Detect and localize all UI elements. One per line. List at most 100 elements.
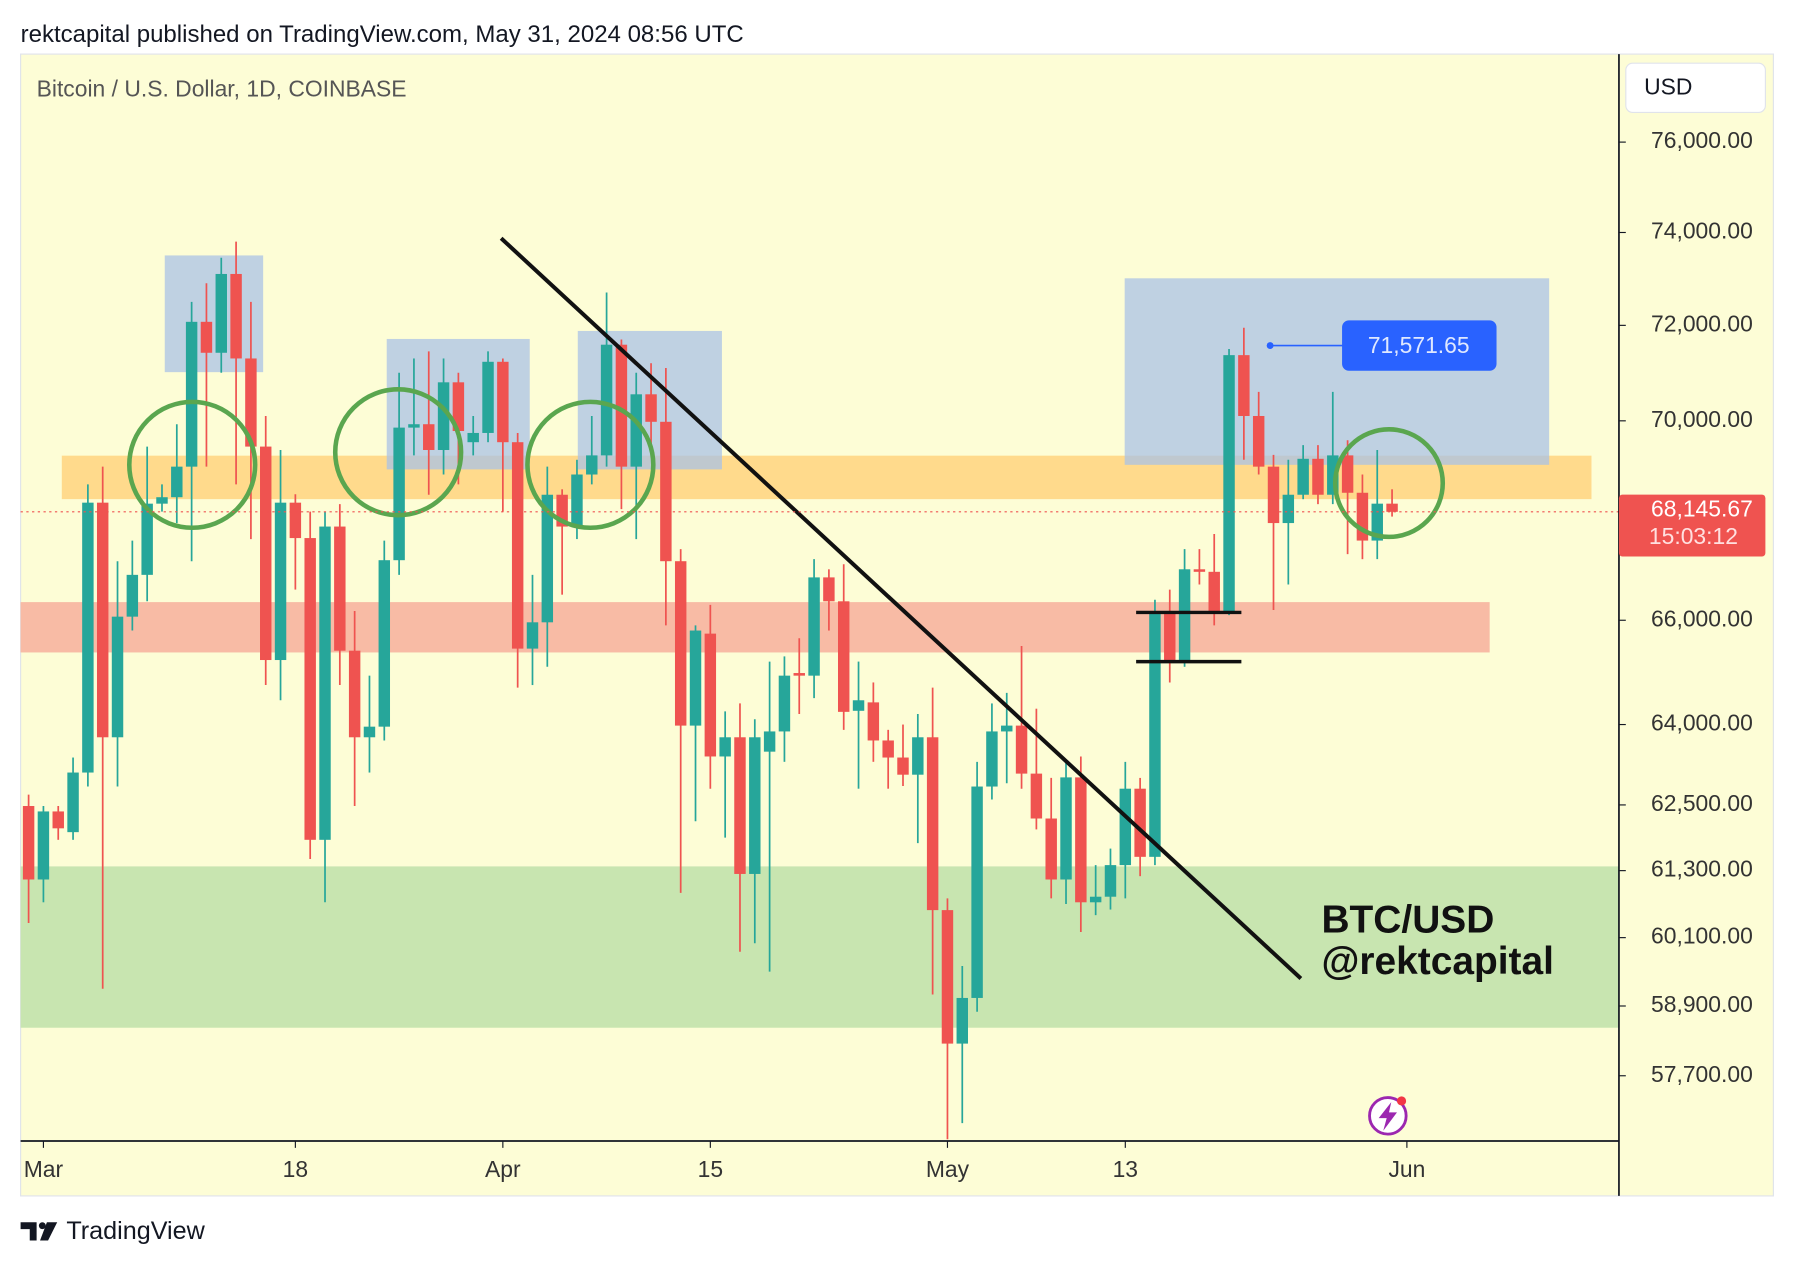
candle-body [126, 574, 139, 617]
candle-body [1267, 466, 1280, 524]
y-tick-label: 74,000.00 [1651, 218, 1753, 244]
candle-body [1178, 569, 1191, 661]
candle-body [823, 577, 835, 602]
candle-body [511, 442, 524, 649]
x-tick-label: Mar [24, 1156, 64, 1182]
candle-body [1386, 503, 1398, 512]
candle-body [645, 394, 657, 422]
candle-body [660, 421, 672, 562]
y-tick-label: 58,900.00 [1651, 991, 1753, 1017]
candle-body [867, 702, 880, 741]
candle-body [749, 737, 761, 874]
footer: TradingView [66, 1217, 205, 1245]
candle-body [274, 502, 287, 661]
annotation: BTC/USD [1321, 899, 1494, 942]
candle-body [37, 811, 50, 880]
y-tick-label: 72,000.00 [1651, 310, 1753, 336]
last-price-label: 68,145.67 [1651, 496, 1753, 522]
candle-body [393, 427, 405, 561]
y-tick-label: 66,000.00 [1651, 605, 1753, 631]
y-tick-label: 70,000.00 [1651, 406, 1753, 432]
candle-body [52, 811, 64, 829]
candle-body [571, 474, 583, 527]
candle-body [704, 633, 717, 757]
candle-body [1223, 355, 1235, 612]
candle-body [556, 494, 568, 527]
candle-body [912, 737, 924, 775]
candle-body [1104, 865, 1117, 897]
candle-body [941, 910, 954, 1044]
candle-body [408, 424, 420, 428]
trend-line [499, 236, 1303, 980]
currency-button[interactable] [1625, 62, 1766, 113]
header: rektcapital published on TradingView.com… [21, 21, 744, 48]
candle-body [1075, 777, 1087, 903]
annotation: @rektcapital [1321, 940, 1553, 983]
retest-circle [332, 387, 464, 518]
candle-body [111, 616, 124, 738]
retest-circle [525, 399, 656, 531]
candle-body [1030, 773, 1043, 819]
axes: 76,000.00 74,000.00 72,000.00 70,000.00 66,0… [24, 127, 1766, 1182]
x-tick-label: Jun [1388, 1156, 1425, 1182]
price-marker-box [1342, 320, 1497, 371]
candle-body [82, 502, 94, 773]
retest-circle [1332, 427, 1446, 540]
candle-body [689, 630, 702, 726]
candle-body [926, 737, 939, 911]
candle-body [230, 273, 242, 359]
candle-body [852, 700, 865, 711]
y-tick-label: 60,100.00 [1651, 923, 1753, 949]
y-tick-label: 64,000.00 [1651, 710, 1753, 736]
candle-body [482, 361, 494, 433]
x-tick-label: 18 [283, 1156, 308, 1182]
candle-body [1327, 455, 1339, 495]
candle-body [467, 432, 479, 443]
candle-body [200, 321, 213, 353]
candle-body [363, 726, 376, 738]
x-tick-label: 13 [1113, 1156, 1138, 1182]
candle-body [808, 577, 820, 676]
y-tick-label: 76,000.00 [1651, 127, 1753, 153]
candle-body [1119, 788, 1132, 866]
candle-body [837, 601, 850, 712]
currency[interactable]: USD [1644, 73, 1692, 99]
candle-body [1001, 725, 1013, 732]
candle-body [67, 772, 79, 833]
price-marker-dot [1266, 342, 1274, 350]
tradingview-logo [20, 1222, 58, 1241]
candle-body [334, 526, 346, 651]
drawings: BTC/USD @rektcapital 71,571.65 [20, 236, 1619, 1136]
candle-body [986, 731, 998, 787]
red-zone [20, 602, 1490, 653]
candle-body [1282, 494, 1295, 524]
last-price-box [1618, 494, 1766, 557]
candle-body [1252, 415, 1265, 467]
candle-body [22, 806, 35, 880]
candle-body [1149, 611, 1161, 857]
candle-body [304, 538, 316, 840]
candle-body [1045, 818, 1057, 880]
candle-body [260, 446, 272, 661]
candle-body [378, 560, 391, 727]
candle-body [734, 737, 746, 874]
candle-body [1015, 725, 1028, 774]
candle-body [452, 382, 465, 432]
candle-body [1164, 611, 1176, 661]
candle-body [1312, 458, 1324, 495]
candle-body [956, 997, 969, 1044]
candle-body [763, 731, 776, 752]
candle-body [141, 503, 153, 575]
candle-body [348, 650, 361, 738]
candle-body [245, 358, 257, 447]
chart-title: Bitcoin / U.S. Dollar, 1D, COINBASE [37, 76, 407, 102]
candle-body [497, 361, 509, 443]
candle-body [1134, 788, 1146, 857]
candle-body [971, 786, 983, 998]
countdown: 15:03:12 [1649, 523, 1738, 549]
candle-body [96, 502, 109, 738]
candle-body [185, 321, 198, 467]
candle-body [1238, 355, 1250, 416]
candle-body [1356, 492, 1369, 541]
